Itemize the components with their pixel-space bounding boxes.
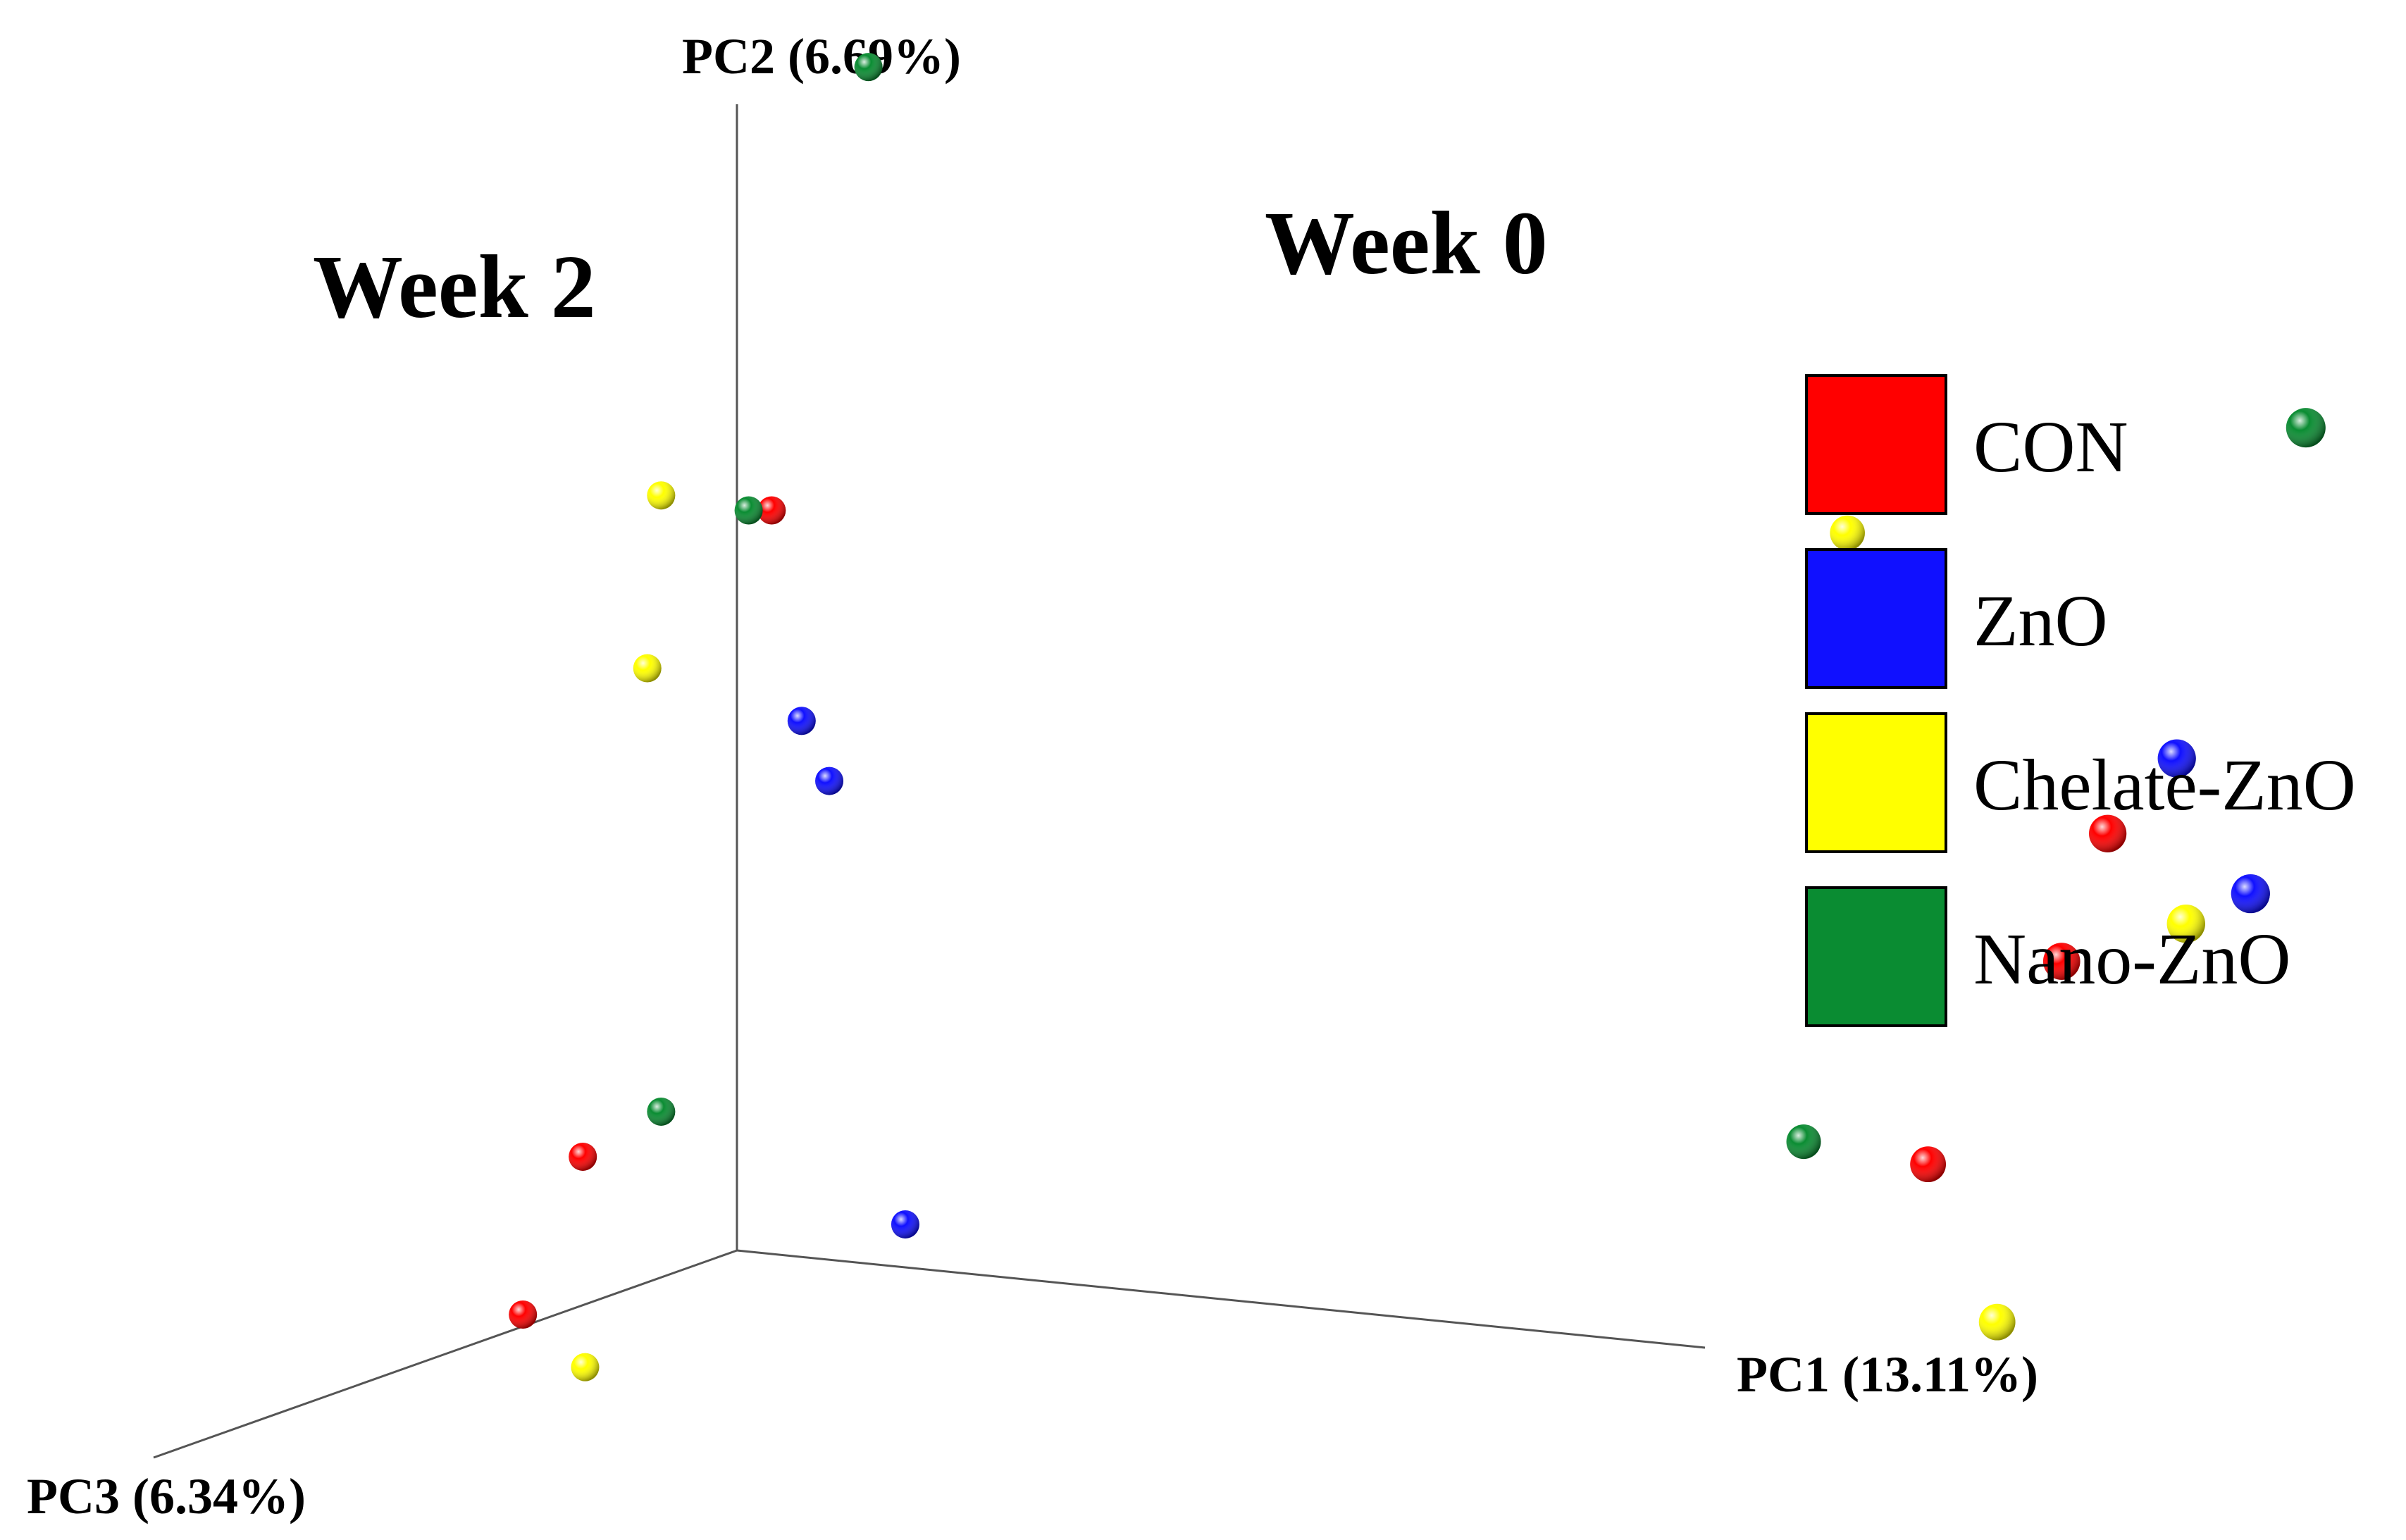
week2-label: Week 2 — [313, 237, 596, 337]
point-shading-nano-zno-2 — [734, 496, 763, 525]
point-shading-chelate-zno-2 — [633, 654, 662, 683]
point-shading-con-6 — [1910, 1146, 1946, 1183]
legend-label-nano-zno: Nano-ZnO — [1973, 919, 2291, 1000]
point-shading-chelate-zno-1 — [647, 481, 676, 510]
point-shading-nano-zno-3 — [647, 1097, 676, 1126]
point-shading-zno-2 — [815, 766, 844, 795]
point-shading-nano-zno-1 — [854, 53, 883, 82]
point-shading-nano-zno-5 — [2286, 408, 2326, 448]
point-shading-con-2 — [569, 1142, 597, 1171]
point-shading-zno-3 — [891, 1210, 919, 1238]
legend-label-zno: ZnO — [1973, 580, 2108, 662]
point-shading-zno-6 — [2231, 874, 2270, 914]
point-shading-con-1 — [757, 496, 786, 525]
point-shading-con-3 — [509, 1300, 538, 1329]
point-shading-chelate-zno-6 — [1978, 1303, 2016, 1341]
legend-swatch-zno — [1805, 548, 1947, 689]
point-shading-chelate-zno-5 — [2166, 905, 2205, 943]
pc3-axis-label: PC3 (6.34%) — [27, 1468, 306, 1525]
week0-label: Week 0 — [1265, 193, 1548, 293]
point-shading-zno-1 — [787, 707, 816, 735]
point-shading-zno-4 — [2157, 739, 2196, 778]
pc2-axis-label: PC2 (6.69%) — [682, 28, 961, 85]
pc3-axis-line — [153, 1249, 738, 1459]
legend-swatch-nano-zno — [1805, 886, 1947, 1027]
legend: CON ZnO Chelate-ZnO Nano-ZnO — [1805, 374, 2356, 1027]
legend-label-chelate-zno: Chelate-ZnO — [1973, 745, 2356, 826]
pc1-axis-label: PC1 (13.11%) — [1737, 1346, 2038, 1403]
point-shading-chelate-zno-3 — [571, 1353, 600, 1381]
legend-label-con: CON — [1973, 406, 2128, 488]
legend-swatch-con — [1805, 374, 1947, 515]
point-shading-chelate-zno-4 — [1830, 515, 1865, 551]
point-shading-con-4 — [2089, 814, 2127, 852]
point-shading-con-5 — [2042, 943, 2081, 980]
legend-swatch-chelate-zno — [1805, 712, 1947, 853]
point-shading-nano-zno-6 — [1786, 1124, 1821, 1160]
pc1-axis-line — [736, 1249, 1706, 1349]
data-points — [509, 53, 2326, 1381]
